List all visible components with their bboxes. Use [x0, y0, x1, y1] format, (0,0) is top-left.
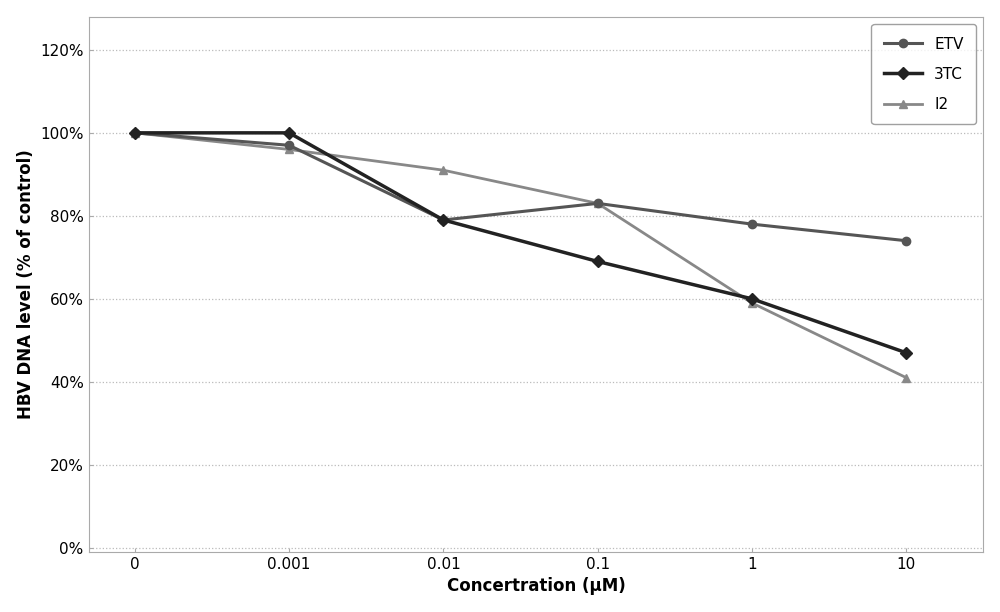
3TC — [592, 258, 604, 265]
I2 — [900, 374, 912, 381]
3TC — [900, 349, 912, 356]
Line: ETV: ETV — [131, 129, 910, 245]
3TC — [746, 295, 758, 302]
Line: 3TC: 3TC — [131, 129, 910, 357]
X-axis label: Concertration (μM): Concertration (μM) — [447, 577, 625, 595]
Legend: ETV, 3TC, I2: ETV, 3TC, I2 — [871, 24, 976, 124]
I2 — [746, 299, 758, 307]
3TC — [129, 129, 141, 136]
I2 — [283, 146, 295, 153]
I2 — [129, 129, 141, 136]
ETV — [437, 216, 449, 223]
Y-axis label: HBV DNA level (% of control): HBV DNA level (% of control) — [17, 149, 35, 419]
Line: I2: I2 — [131, 129, 910, 382]
ETV — [746, 220, 758, 228]
ETV — [129, 129, 141, 136]
ETV — [592, 200, 604, 207]
3TC — [437, 216, 449, 223]
I2 — [437, 166, 449, 174]
I2 — [592, 200, 604, 207]
3TC — [283, 129, 295, 136]
ETV — [283, 141, 295, 149]
ETV — [900, 237, 912, 244]
